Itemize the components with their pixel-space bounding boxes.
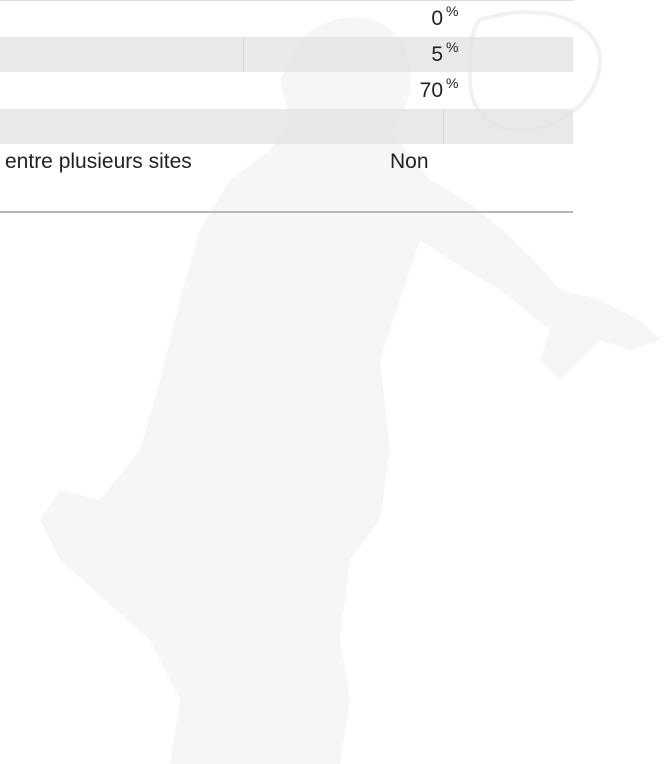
table-row: 0 % bbox=[0, 1, 573, 36]
cell-value: 5 bbox=[431, 43, 443, 67]
cell-value: 0 bbox=[431, 7, 443, 31]
page: {"table": {"rows": [ {"value": 0, "unit"… bbox=[0, 0, 666, 764]
table-row: 5 % bbox=[0, 37, 573, 72]
cell-unit: % bbox=[446, 39, 458, 55]
column-divider bbox=[243, 37, 244, 72]
cell-value: Non bbox=[390, 150, 429, 174]
table-row bbox=[0, 109, 573, 144]
cell-label: entre plusieurs sites bbox=[5, 150, 192, 174]
table-bottom-rule bbox=[0, 211, 573, 213]
table-row: 70 % bbox=[0, 73, 573, 108]
cell-unit: % bbox=[446, 75, 458, 91]
cell-value: 70 bbox=[420, 79, 443, 103]
column-divider bbox=[443, 109, 444, 144]
cell-unit: % bbox=[446, 3, 458, 19]
